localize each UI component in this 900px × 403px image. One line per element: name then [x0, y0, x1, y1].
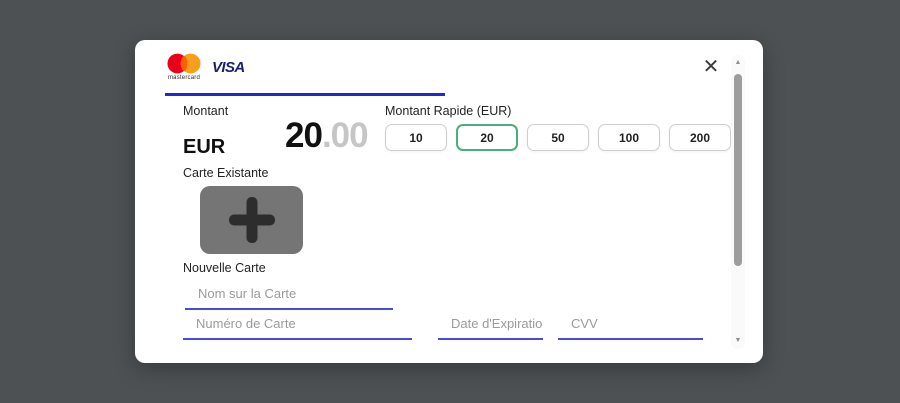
close-icon: ✕ [702, 56, 720, 78]
scroll-down-icon[interactable]: ▼ [734, 337, 742, 344]
quick-amount-200[interactable]: 200 [669, 124, 731, 151]
quick-amount-50[interactable]: 50 [527, 124, 589, 151]
existing-card-label: Carte Existante [183, 166, 269, 180]
tab-card-payment[interactable]: mastercard VISA [165, 53, 245, 81]
quick-amount-buttons: 10 20 50 100 200 [385, 124, 731, 151]
amount-fraction: .00 [321, 116, 369, 155]
mastercard-wordmark: mastercard [167, 75, 200, 81]
currency-label: EUR [183, 136, 226, 158]
amount-integer: 20 [285, 116, 323, 155]
plus-icon [200, 186, 303, 254]
close-button[interactable]: ✕ [696, 52, 726, 82]
quick-amount-label: Montant Rapide (EUR) [385, 104, 512, 118]
scroll-up-icon[interactable]: ▲ [734, 59, 742, 66]
new-card-label: Nouvelle Carte [183, 261, 266, 275]
card-number-input[interactable] [183, 311, 412, 340]
quick-amount-10[interactable]: 10 [385, 124, 447, 151]
payment-modal: mastercard VISA ✕ Montant Montant Rapide… [135, 40, 763, 363]
scrollbar-thumb[interactable] [734, 74, 742, 266]
card-name-input[interactable] [185, 281, 393, 310]
mastercard-icon: mastercard [165, 53, 203, 81]
card-cvv-input[interactable] [558, 311, 703, 340]
active-tab-indicator [165, 93, 445, 96]
visa-logo: VISA [212, 58, 245, 76]
quick-amount-20[interactable]: 20 [456, 124, 518, 151]
scrollbar[interactable]: ▲ ▼ [731, 55, 745, 349]
card-expiry-input[interactable] [438, 311, 543, 340]
quick-amount-100[interactable]: 100 [598, 124, 660, 151]
amount-value: 20.00 [285, 116, 369, 156]
add-card-button[interactable] [200, 186, 303, 254]
amount-label: Montant [183, 104, 229, 118]
